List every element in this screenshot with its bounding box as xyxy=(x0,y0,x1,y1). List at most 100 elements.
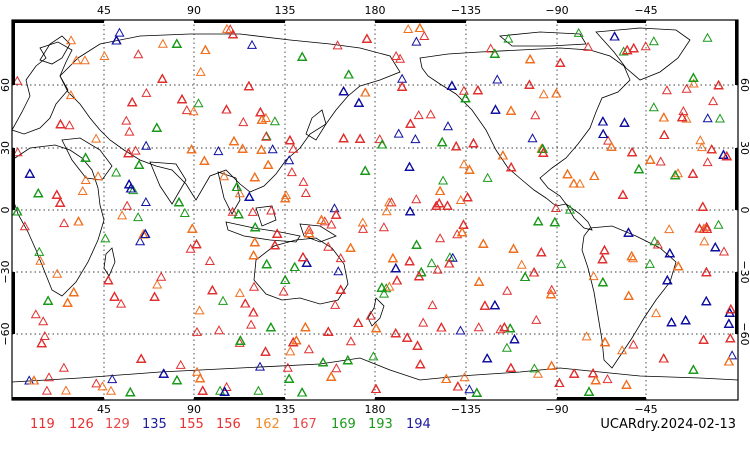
observation-marker xyxy=(228,136,240,146)
observation-marker xyxy=(520,271,531,281)
observation-marker xyxy=(133,49,144,59)
observation-marker xyxy=(254,361,266,371)
observation-marker xyxy=(173,197,185,207)
observation-marker xyxy=(288,337,299,347)
observation-marker xyxy=(157,73,168,83)
longitude-tick-label: 45 xyxy=(97,4,111,17)
legend-item: 119 xyxy=(30,417,55,432)
longitude-ticks-top: 45 90 135 180 −135 −90 −45 xyxy=(97,4,658,17)
observation-marker xyxy=(435,185,446,195)
observation-marker xyxy=(79,55,90,65)
observation-marker xyxy=(185,243,196,253)
observation-marker xyxy=(38,316,49,326)
longitude-tick-label: −45 xyxy=(634,403,657,416)
observation-marker xyxy=(353,97,364,107)
observation-marker xyxy=(503,33,514,43)
observation-marker xyxy=(644,258,655,268)
observation-marker xyxy=(495,324,506,334)
observation-marker xyxy=(181,104,192,115)
observation-marker xyxy=(516,259,527,269)
observation-marker xyxy=(121,115,132,125)
observation-marker xyxy=(446,80,457,90)
observation-marker xyxy=(378,288,390,298)
observation-marker xyxy=(91,133,102,143)
observation-marker xyxy=(71,55,82,65)
observation-marker xyxy=(664,248,675,258)
observation-marker xyxy=(590,375,601,385)
observation-marker xyxy=(688,78,699,88)
legend-item: 167 xyxy=(292,417,317,432)
observation-marker xyxy=(583,41,594,51)
observation-marker xyxy=(335,252,346,263)
observation-marker xyxy=(701,266,712,277)
observation-marker xyxy=(725,333,736,343)
observation-marker xyxy=(562,168,573,179)
observation-marker xyxy=(73,216,84,226)
observation-marker xyxy=(662,275,673,285)
observation-marker xyxy=(97,381,108,391)
observation-marker xyxy=(171,375,183,385)
observation-marker xyxy=(597,116,608,126)
observation-marker xyxy=(140,196,151,206)
latitude-tick-label: 60 xyxy=(0,78,12,92)
observation-marker xyxy=(171,38,182,48)
observation-marker xyxy=(191,239,202,249)
observation-marker xyxy=(698,334,709,344)
legend-item: 126 xyxy=(69,417,94,432)
observation-marker xyxy=(247,206,258,216)
observation-marker xyxy=(687,168,698,178)
observation-marker xyxy=(117,210,128,220)
observation-marker xyxy=(12,206,23,216)
observation-marker xyxy=(111,167,122,177)
observation-marker xyxy=(124,126,135,136)
observation-marker xyxy=(444,258,455,268)
observation-marker xyxy=(599,336,611,347)
observation-marker xyxy=(62,297,73,307)
observation-marker xyxy=(68,287,79,297)
observation-marker xyxy=(648,36,659,46)
observation-marker xyxy=(425,109,436,119)
longitude-tick-label: 135 xyxy=(275,4,296,17)
observation-marker xyxy=(658,112,669,122)
observation-marker xyxy=(36,338,47,348)
observation-marker xyxy=(574,178,585,188)
observation-marker xyxy=(127,97,138,107)
observation-marker xyxy=(191,326,203,336)
observation-marker xyxy=(619,117,630,127)
longitude-tick-label: −90 xyxy=(545,4,568,17)
indonesia-coastline xyxy=(225,221,301,243)
observation-marker xyxy=(727,350,738,360)
observation-marker xyxy=(681,113,692,123)
latitude-tick-label: −60 xyxy=(738,322,750,345)
observation-marker xyxy=(284,135,295,145)
observation-marker xyxy=(436,322,447,332)
observation-marker xyxy=(529,363,540,373)
observation-marker xyxy=(505,362,516,372)
observation-marker xyxy=(99,50,110,60)
observation-markers xyxy=(12,22,738,397)
longitude-tick-label: 180 xyxy=(365,403,386,416)
observation-marker xyxy=(374,134,385,144)
observation-marker xyxy=(458,219,469,229)
legend-item: 169 xyxy=(331,417,356,432)
observation-marker xyxy=(240,298,251,308)
observation-marker xyxy=(413,110,424,120)
observation-marker xyxy=(546,360,557,370)
observation-marker xyxy=(194,305,205,315)
observation-marker xyxy=(221,104,232,114)
observation-marker xyxy=(531,314,542,324)
observation-marker xyxy=(256,114,267,124)
observation-marker xyxy=(157,38,168,48)
observation-marker xyxy=(191,366,203,376)
central-america-coastline xyxy=(565,203,593,231)
observation-marker xyxy=(267,144,278,154)
observation-marker xyxy=(370,383,382,393)
observation-marker xyxy=(284,155,295,165)
observation-marker xyxy=(556,258,567,268)
observation-marker xyxy=(426,257,437,268)
observation-marker xyxy=(304,228,315,238)
observation-marker xyxy=(51,189,62,199)
observation-marker xyxy=(136,353,147,363)
observation-marker xyxy=(323,241,334,251)
